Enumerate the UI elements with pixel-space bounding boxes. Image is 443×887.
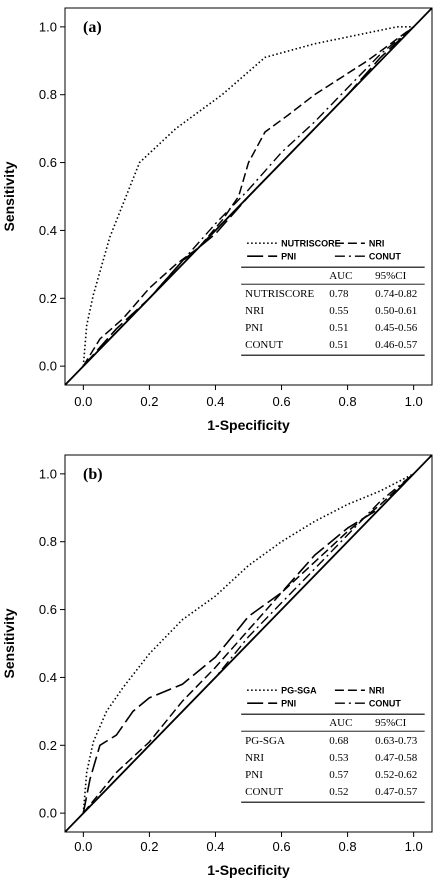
roc-curve-pni [82,26,415,367]
legend: PG-SGA NRI PNI CONUT [241,681,425,712]
table-cell: 0.53 [329,752,349,764]
table-header-cell: AUC [329,270,352,282]
auc-table: AUC 95%CI PG-SGA 0.68 0.63-0.73 NRI 0.53 0.47-0… [241,713,425,804]
chart-panel-0: 0.0 0.2 0.4 0.6 0.8 1.0 0.0 0.2 0.4 0.6 0.8 1.0 1-Sp… [1,7,433,433]
plot-area [65,455,432,832]
table-cell: PG-SGA [245,735,285,747]
table-cell: 0.52-0.62 [375,769,417,781]
plot-frame [64,454,433,833]
table-cell: 0.46-0.57 [375,339,418,351]
roc-curve-nri [82,26,415,367]
legend-background [241,234,425,265]
table-cell: 0.47-0.58 [375,752,418,764]
table-cell: 0.57 [329,769,349,781]
table-cell: NRI [245,305,264,317]
table-cell: PNI [245,322,263,334]
x-tick-label: 0.8 [339,839,357,854]
y-tick-label: 0.0 [39,359,57,374]
auc-table: AUC 95%CI NUTRISCORE 0.78 0.74-0.82 NRI 0.55 0.… [241,266,425,357]
x-tick-label: 0.6 [272,394,290,409]
plot-frame [64,7,433,386]
legend-entry: NRI [369,685,385,695]
y-tick-label: 0.8 [39,87,57,102]
y-tick-label: 1.0 [39,466,57,481]
y-tick-label: 0.4 [39,223,57,238]
table-cell: 0.78 [329,288,349,300]
table-cell: 0.74-0.82 [375,288,417,300]
table-background [241,714,425,804]
table-cell: PNI [245,769,263,781]
table-cell: CONUT [245,786,283,798]
roc-curve-nri [82,473,415,814]
x-tick-label: 1.0 [405,394,423,409]
table-background [241,267,425,357]
table-cell: 0.50-0.61 [375,305,417,317]
y-axis-label: Sensitivity [1,608,17,678]
table-cell: 0.52 [329,786,348,798]
x-tick-label: 1.0 [405,839,423,854]
table-cell: 0.55 [329,305,349,317]
legend-entry: PG-SGA [281,685,317,695]
x-tick-label: 0.4 [206,394,224,409]
legend-entry: PNI [281,251,296,261]
table-cell: 0.51 [329,339,348,351]
x-tick-label: 0.0 [74,394,92,409]
reference-diagonal [65,455,432,832]
x-axis-label: 1-Specificity [207,862,290,878]
table-header-cell: AUC [329,717,352,729]
y-tick-label: 0.0 [39,806,57,821]
legend-background [241,681,425,712]
table-cell: 0.45-0.56 [375,322,418,334]
panel-label: (a) [83,19,102,36]
legend-entry: NUTRISCORE [281,238,341,248]
table-cell: CONUT [245,339,283,351]
y-tick-label: 0.6 [39,155,57,170]
roc-curve-conut [82,26,415,367]
table-cell: NUTRISCORE [245,288,314,300]
table-cell: 0.51 [329,322,348,334]
x-axis-label: 1-Specificity [207,417,290,433]
chart-panel-1: 0.0 0.2 0.4 0.6 0.8 1.0 0.0 0.2 0.4 0.6 0.8 1.0 1-Sp… [1,454,433,878]
x-tick-label: 0.2 [140,839,158,854]
panel-label: (b) [83,466,103,483]
roc-curve-pni [82,473,415,814]
table-header-cell: 95%CI [375,270,407,282]
roc-curve-conut [82,473,415,814]
plot-area [65,8,432,385]
legend-entry: PNI [281,698,296,708]
legend-entry: NRI [369,238,385,248]
table-header-cell: 95%CI [375,717,407,729]
y-tick-label: 0.2 [39,291,57,306]
x-tick-label: 0.0 [74,839,92,854]
x-tick-label: 0.2 [140,394,158,409]
y-tick-label: 1.0 [39,19,57,34]
x-tick-label: 0.8 [339,394,357,409]
y-tick-label: 0.8 [39,534,57,549]
y-tick-label: 0.6 [39,602,57,617]
y-tick-label: 0.4 [39,670,57,685]
y-tick-label: 0.2 [39,738,57,753]
legend: NUTRISCORE NRI PNI CONUT [241,234,425,265]
x-tick-label: 0.6 [272,839,290,854]
table-cell: 0.68 [329,735,349,747]
legend-entry: CONUT [369,698,401,708]
table-cell: 0.47-0.57 [375,786,418,798]
table-cell: NRI [245,752,264,764]
x-tick-label: 0.4 [206,839,224,854]
y-axis-label: Sensitivity [1,161,17,231]
roc-curve-pg-sga [82,473,414,814]
legend-entry: CONUT [369,251,401,261]
table-cell: 0.63-0.73 [375,735,418,747]
